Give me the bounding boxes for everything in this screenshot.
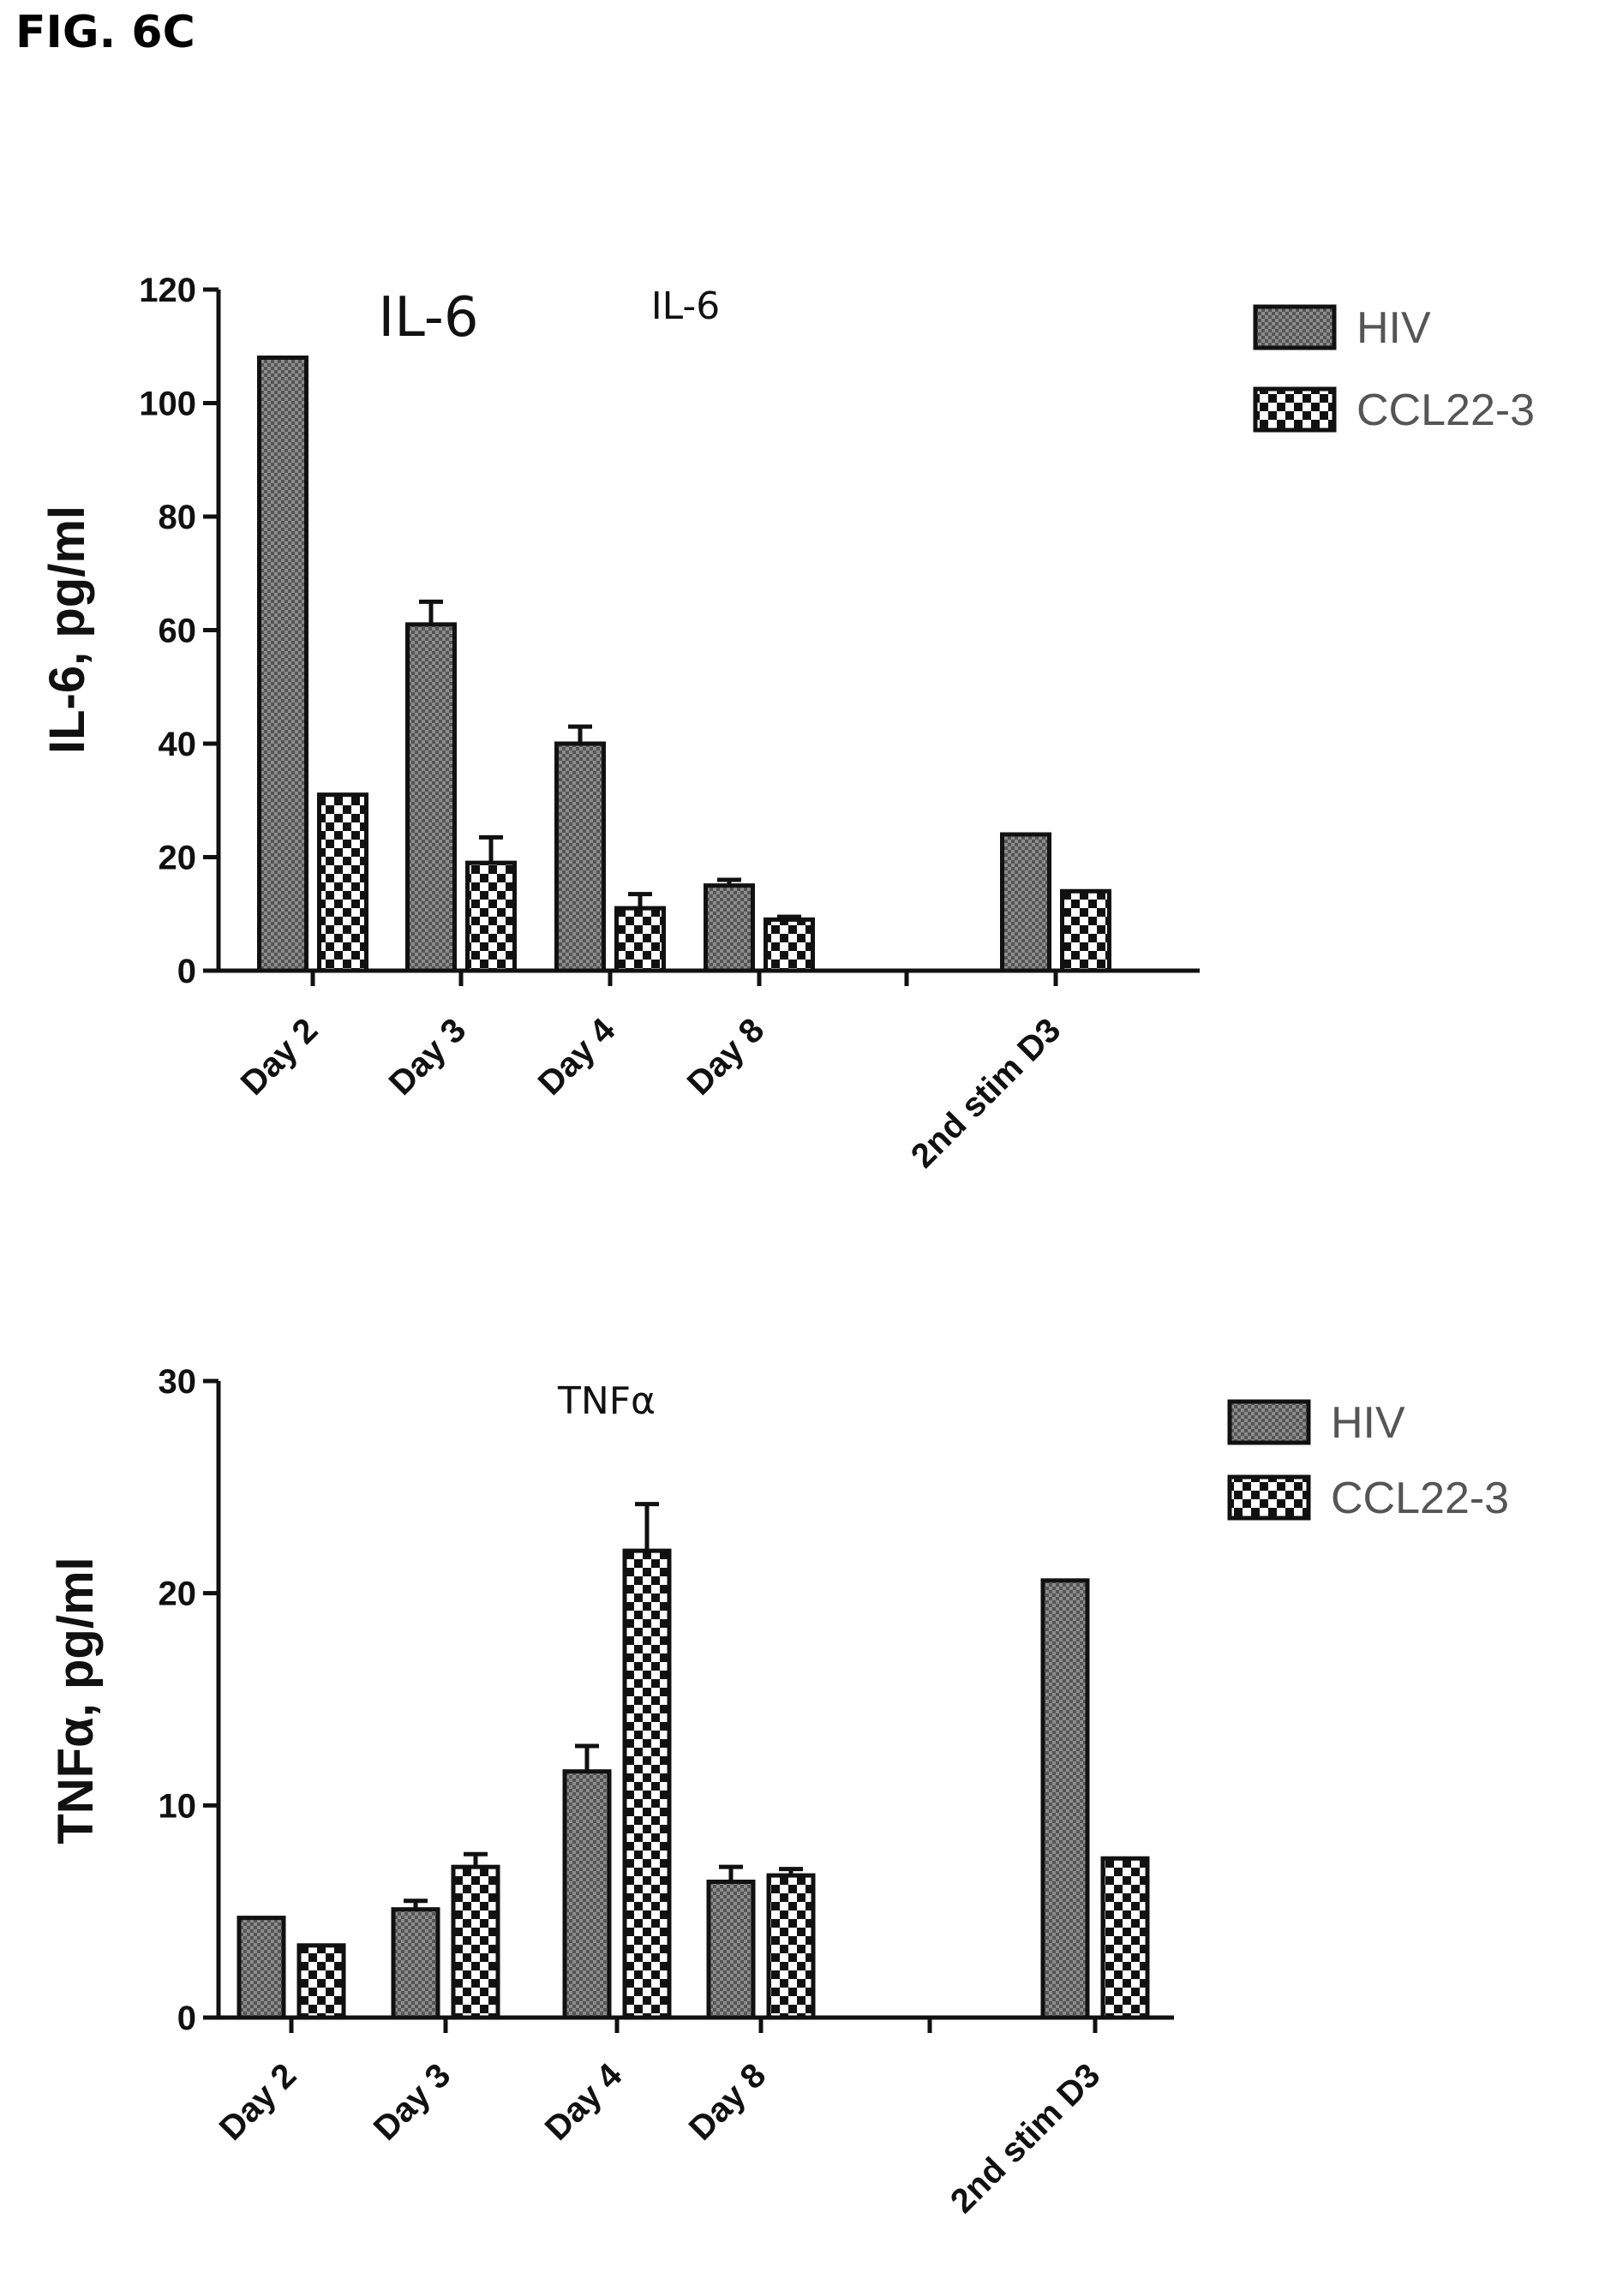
y-axis-label: TNFα, pg/ml	[48, 1557, 104, 1844]
x-category-label: Day 2	[234, 1011, 326, 1103]
bar-hiv	[391, 1907, 440, 2020]
bar-hiv	[1040, 1578, 1090, 2020]
y-tick-label: 0	[177, 2000, 196, 2037]
y-tick-label: 20	[159, 1576, 197, 1613]
chart-title: IL-6	[378, 286, 478, 350]
legend-swatch-ccl22-3	[1227, 1474, 1311, 1521]
legend-swatch-hiv	[1253, 304, 1337, 350]
bar-ccl22-3	[1100, 1856, 1150, 2020]
chart-title: TNFα	[557, 1379, 656, 1423]
bar-hiv	[704, 883, 755, 973]
chart-title: IL-6	[651, 284, 721, 328]
x-category-label: 2nd stim D3	[943, 2056, 1107, 2220]
bar-ccl22-3	[764, 917, 815, 973]
bar-hiv	[706, 1879, 756, 2020]
bar-hiv	[562, 1769, 612, 2020]
bar-hiv	[405, 622, 457, 973]
y-tick-label: 20	[159, 840, 197, 877]
bar-hiv	[1000, 832, 1051, 973]
y-tick-label: 120	[139, 272, 196, 309]
x-category-label: 2nd stim D3	[904, 1011, 1068, 1175]
bar-ccl22-3	[317, 792, 368, 973]
bar-hiv	[237, 1916, 286, 2020]
bar-hiv	[554, 741, 606, 973]
legend-label: CCL22-3	[1356, 386, 1535, 435]
y-tick-label: 0	[177, 953, 196, 990]
bar-ccl22-3	[614, 906, 666, 973]
x-category-label: Day 8	[680, 1011, 772, 1103]
x-category-label: Day 2	[213, 2056, 304, 2148]
legend-swatch-hiv	[1227, 1399, 1311, 1445]
bar-ccl22-3	[766, 1873, 816, 2020]
legend-label: CCL22-3	[1331, 1474, 1509, 1523]
bar-ccl22-3	[622, 1548, 672, 2020]
legend-label: HIV	[1356, 303, 1431, 353]
x-category-label: Day 3	[382, 1011, 474, 1103]
y-tick-label: 100	[139, 386, 196, 423]
bar-hiv	[257, 356, 308, 973]
figure-label: FIG. 6C	[15, 7, 195, 58]
legend-swatch-ccl22-3	[1253, 386, 1337, 433]
il6-chart: 0 20 40 60 80 100 120 Day 2 Day 3 Day 4 Day 8 2nd s…	[39, 272, 1535, 1175]
y-tick-label: 40	[159, 726, 197, 763]
y-tick-label: 80	[159, 499, 197, 536]
bar-ccl22-3	[465, 860, 517, 973]
x-category-label: Day 4	[538, 2056, 630, 2148]
y-tick-label: 10	[159, 1787, 197, 1825]
bar-ccl22-3	[451, 1864, 500, 2020]
tnfa-chart: 0 10 20 30 Day 2 Day 3 Day 4 Day 8 2nd stim D3 TN…	[48, 1363, 1509, 2221]
y-tick-label: 30	[159, 1363, 197, 1401]
bar-ccl22-3	[1060, 888, 1111, 973]
x-category-label: Day 3	[367, 2056, 458, 2148]
bar-ccl22-3	[296, 1943, 346, 2020]
legend-label: HIV	[1331, 1398, 1405, 1448]
x-category-label: Day 4	[531, 1011, 623, 1103]
x-category-label: Day 8	[682, 2056, 774, 2148]
y-tick-label: 60	[159, 613, 197, 650]
y-axis-label: IL-6, pg/ml	[39, 505, 95, 754]
